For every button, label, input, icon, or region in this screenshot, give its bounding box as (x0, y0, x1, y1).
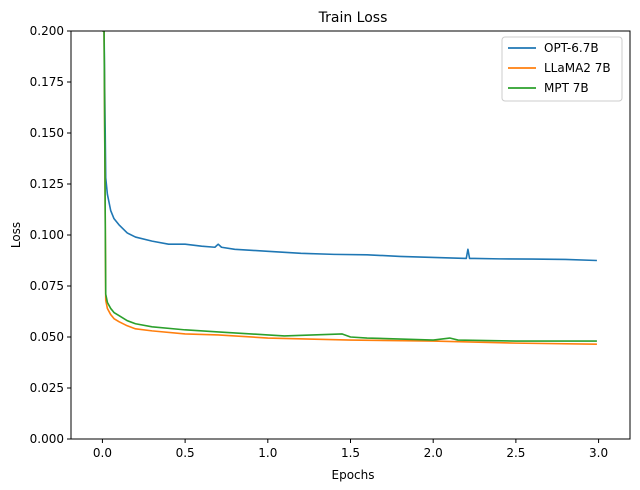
x-axis-label: Epochs (332, 468, 375, 482)
y-tick-label: 0.025 (30, 381, 64, 395)
legend-label: OPT-6.7B (544, 41, 599, 55)
x-tick-label: 1.0 (258, 446, 277, 460)
legend-box (501, 36, 623, 102)
y-tick-label: 0.125 (30, 177, 64, 191)
y-tick-label: 0.150 (30, 126, 64, 140)
x-tick-label: 0.0 (93, 446, 112, 460)
y-tick-label: 0.050 (30, 330, 64, 344)
y-tick-label: 0.075 (30, 279, 64, 293)
legend-label: LLaMA2 7B (544, 61, 611, 75)
x-tick-label: 3.0 (589, 446, 608, 460)
x-tick-label: 0.5 (176, 446, 195, 460)
series-line-mpt-7b (102, 31, 597, 342)
y-axis: 0.000 0.025 0.050 0.075 0.100 0.125 0.150 0.175… (30, 24, 71, 446)
y-tick-label: 0.100 (30, 228, 64, 242)
y-axis-label: Loss (9, 222, 23, 248)
y-tick-label: 0.200 (30, 24, 64, 38)
x-tick-label: 2.5 (506, 446, 525, 460)
x-axis: 0.0 0.5 1.0 1.5 2.0 2.5 3.0 (93, 439, 608, 460)
series-line-llama2-7b (102, 31, 597, 345)
chart-title: Train Loss (318, 10, 388, 26)
legend: OPT-6.7B LLaMA2 7B MPT 7B (501, 36, 623, 102)
x-tick-label: 1.5 (341, 446, 360, 460)
legend-label: MPT 7B (544, 81, 589, 95)
series-lines (102, 31, 597, 345)
y-tick-label: 0.000 (30, 432, 64, 446)
series-line-opt-6-7b (102, 31, 597, 262)
x-tick-label: 2.0 (424, 446, 443, 460)
y-tick-label: 0.175 (30, 75, 64, 89)
